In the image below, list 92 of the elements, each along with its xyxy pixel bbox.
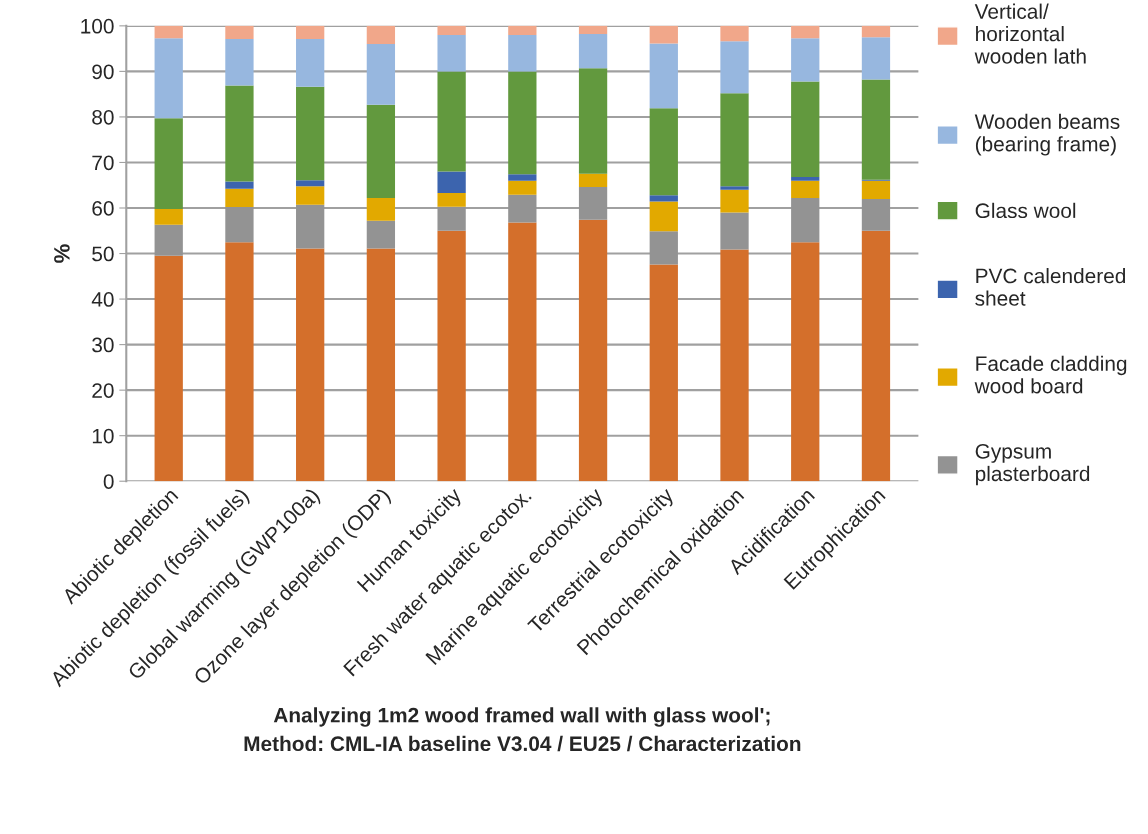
bar: [366, 44, 396, 105]
x-axis-title: Analyzing 1m2 wood framed wall with glass wool'; Method: CML-IA baseline V3.04 / EU25 / Characterization: [244, 707, 801, 752]
bar: [720, 249, 749, 482]
bar: [720, 93, 749, 187]
bar: [861, 79, 891, 180]
bar: [296, 39, 325, 87]
bar: [578, 68, 608, 174]
bar: [578, 187, 608, 220]
bar: [437, 206, 466, 231]
y-tick-label: 10: [92, 428, 114, 444]
legend-label: PVC calendered sheet: [975, 268, 1126, 306]
bar: [225, 181, 254, 189]
bar: [437, 230, 466, 482]
bar: [154, 38, 183, 119]
y-tick-label: 30: [92, 337, 114, 353]
bar: [154, 255, 183, 482]
legend-label: Wooden beams (bearing frame): [974, 113, 1120, 156]
y-tick-label: 80: [92, 109, 114, 125]
bar: [296, 86, 325, 181]
bar: [649, 195, 678, 202]
bar: [508, 34, 537, 72]
bar: [508, 71, 537, 175]
bar: [508, 25, 537, 35]
bar: [578, 173, 608, 188]
bar: [508, 180, 537, 195]
bar: [225, 85, 254, 182]
bar: [508, 194, 537, 223]
bar: [791, 25, 820, 39]
legend-label: Gypsum plasterboard: [975, 443, 1090, 486]
bar: [791, 38, 820, 82]
y-tick-label: 0: [103, 474, 114, 489]
y-tick-label: 50: [92, 246, 114, 262]
bar: [296, 186, 325, 205]
bar: [720, 189, 749, 213]
bar: [437, 25, 466, 35]
bar: [861, 25, 891, 38]
y-tick-label: 70: [92, 155, 114, 171]
bar: [296, 25, 325, 40]
bar: [225, 242, 254, 482]
bar: [366, 25, 396, 45]
bar: [791, 81, 820, 178]
bar: [578, 34, 608, 69]
bar: [366, 220, 396, 249]
bar: [508, 222, 537, 482]
bar: [861, 180, 891, 199]
bar: [649, 231, 678, 265]
bar: [791, 197, 820, 243]
bar: [366, 104, 396, 198]
bar: [649, 108, 678, 196]
y-tick-label: 90: [92, 64, 114, 80]
bar: [437, 171, 466, 193]
bar: [720, 186, 749, 190]
bar: [154, 208, 183, 225]
bar: [791, 242, 820, 482]
bar: [296, 248, 325, 482]
bar: [791, 180, 820, 198]
bar: [861, 37, 891, 80]
bar: [578, 219, 608, 482]
bar: [720, 41, 749, 94]
bar: [437, 71, 466, 172]
bar: [649, 43, 678, 109]
bar: [154, 224, 183, 256]
bar: [508, 174, 537, 181]
bar: [649, 264, 678, 482]
bar: [578, 25, 608, 35]
bar: [366, 197, 396, 221]
bar: [225, 188, 254, 208]
bar: [437, 34, 466, 72]
bar: [649, 25, 678, 44]
bar: [720, 212, 749, 250]
legend-label: Glass wool: [975, 202, 1076, 219]
bar: [154, 118, 183, 209]
bar: [861, 198, 891, 231]
bar: [154, 25, 183, 39]
bar: [225, 39, 254, 86]
y-axis-title: %: [54, 244, 70, 263]
legend-label: Facade cladding wood board: [974, 355, 1127, 394]
bar: [791, 177, 820, 181]
bar: [861, 230, 891, 482]
bar: [437, 192, 466, 207]
bar: [720, 25, 749, 42]
y-tick-label: 40: [91, 292, 114, 307]
bar: [366, 248, 396, 482]
bar: [296, 204, 325, 249]
y-tick-label: 100: [81, 18, 114, 34]
bar: [296, 180, 325, 187]
bar: [225, 25, 254, 40]
y-tick-label: 20: [92, 383, 114, 398]
legend-label: Vertical/ horizontal wooden lath: [974, 3, 1086, 64]
bar: [649, 201, 678, 232]
bar: [225, 207, 254, 243]
y-tick-label: 60: [92, 201, 114, 216]
